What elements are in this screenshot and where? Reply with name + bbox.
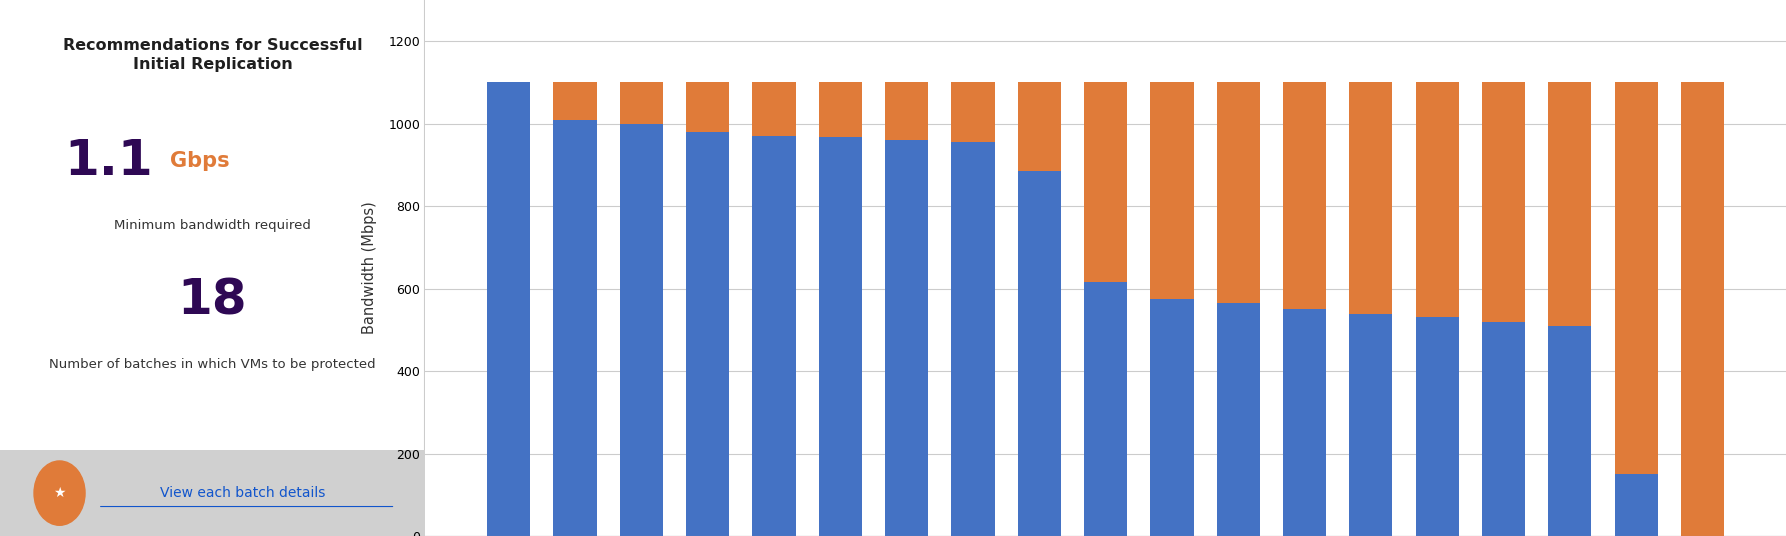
Bar [1084, 282, 1127, 536]
Bar [752, 136, 795, 536]
Bar [620, 83, 663, 124]
Bar [1681, 83, 1723, 536]
Bar [952, 83, 995, 142]
Circle shape [34, 461, 86, 525]
Bar [818, 83, 863, 137]
Bar [686, 83, 729, 132]
Text: Minimum bandwidth required: Minimum bandwidth required [114, 219, 311, 232]
Text: ★: ★ [54, 486, 66, 500]
Text: View each batch details: View each batch details [159, 486, 325, 500]
Bar [1282, 83, 1327, 309]
Bar [886, 140, 929, 536]
Bar [1018, 171, 1061, 536]
Text: 1.1: 1.1 [64, 137, 154, 185]
Text: Number of batches in which VMs to be protected: Number of batches in which VMs to be pro… [50, 358, 375, 371]
Bar [1216, 303, 1259, 536]
FancyBboxPatch shape [0, 450, 425, 536]
Text: 18: 18 [179, 276, 248, 324]
Text: Gbps: Gbps [170, 151, 230, 171]
Bar [1416, 317, 1459, 536]
Bar [1548, 83, 1591, 326]
Bar [1482, 322, 1525, 536]
Bar [554, 120, 597, 536]
Bar [1482, 83, 1525, 322]
Bar [1350, 314, 1393, 536]
Bar [886, 83, 929, 140]
Bar [554, 83, 597, 120]
Bar [818, 137, 863, 536]
Bar [752, 83, 795, 136]
Bar [1548, 326, 1591, 536]
Bar [1615, 474, 1657, 536]
Bar [620, 124, 663, 536]
Text: Recommendations for Successful
Initial Replication: Recommendations for Successful Initial R… [63, 38, 363, 72]
Bar [1150, 83, 1193, 299]
Bar [488, 83, 530, 536]
Bar [1615, 83, 1657, 474]
Bar [1350, 83, 1393, 314]
Bar [952, 142, 995, 536]
Bar [1216, 83, 1259, 303]
Y-axis label: Bandwidth (Mbps): Bandwidth (Mbps) [363, 202, 377, 334]
Bar [1150, 299, 1193, 536]
Bar [1416, 83, 1459, 317]
Bar [1282, 309, 1327, 536]
Bar [1084, 83, 1127, 282]
Bar [686, 132, 729, 536]
Bar [1018, 83, 1061, 171]
